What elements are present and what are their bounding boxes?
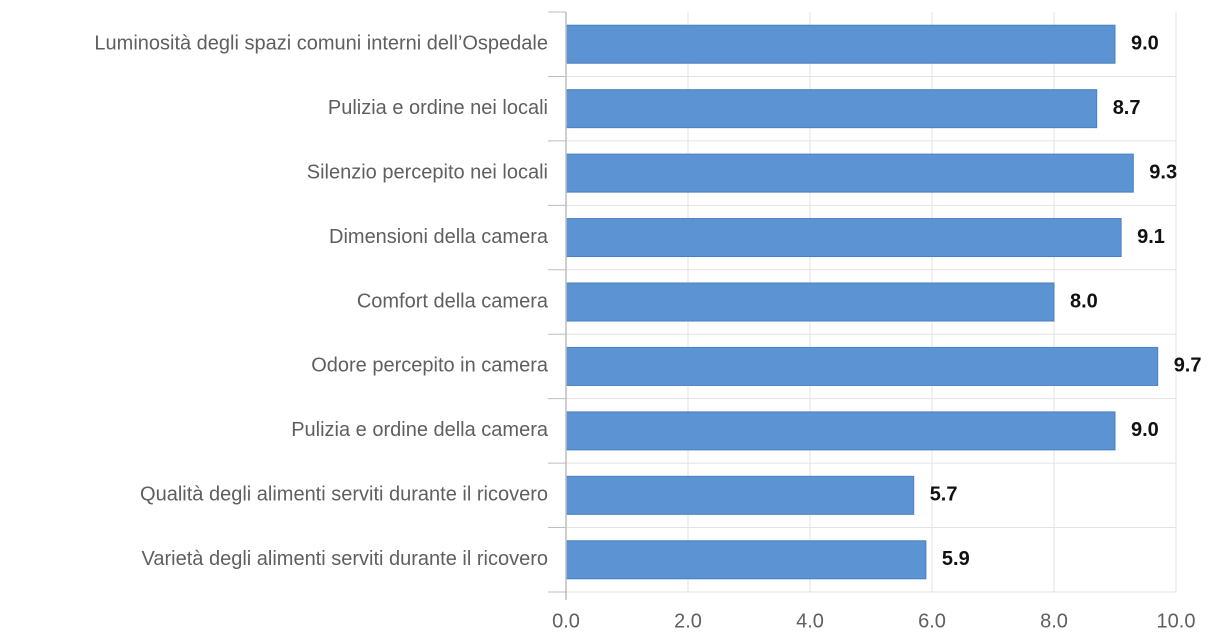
category-label: Pulizia e ordine della camera <box>291 419 549 441</box>
bar <box>565 411 1116 451</box>
bar <box>565 218 1122 258</box>
data-label: 5.9 <box>942 548 970 570</box>
x-tick-label: 0.0 <box>552 610 580 632</box>
x-tick-label: 8.0 <box>1040 610 1068 632</box>
category-label: Varietà degli alimenti serviti durante i… <box>142 548 548 570</box>
x-axis-tick-labels: 0.0 2.0 4.0 6.0 8.0 10.0 <box>552 610 1195 632</box>
bar <box>565 346 1159 386</box>
y-axis <box>548 11 567 600</box>
category-labels: Luminosità degli spazi comuni interni de… <box>94 33 548 571</box>
x-tick-label: 10.0 <box>1157 610 1196 632</box>
bar <box>565 153 1134 193</box>
category-label: Comfort della camera <box>357 290 549 312</box>
category-label: Pulizia e ordine nei locali <box>328 97 548 119</box>
category-label: Odore percepito in camera <box>311 355 549 377</box>
bars <box>565 24 1159 580</box>
bar <box>565 475 915 515</box>
bar <box>565 540 927 580</box>
data-label: 8.0 <box>1070 290 1098 312</box>
x-tick-label: 2.0 <box>674 610 702 632</box>
x-tick-label: 4.0 <box>796 610 824 632</box>
data-label: 9.0 <box>1131 33 1159 55</box>
category-label: Dimensioni della camera <box>329 226 549 248</box>
category-label: Luminosità degli spazi comuni interni de… <box>94 33 548 55</box>
data-label: 8.7 <box>1113 97 1141 119</box>
bar <box>565 89 1098 129</box>
data-label: 9.1 <box>1137 226 1165 248</box>
category-label: Silenzio percepito nei locali <box>307 161 548 183</box>
bar <box>565 282 1055 322</box>
data-label: 9.0 <box>1131 419 1159 441</box>
data-label: 5.7 <box>930 484 958 506</box>
x-tick-label: 6.0 <box>918 610 946 632</box>
data-label: 9.7 <box>1174 355 1202 377</box>
category-label: Qualità degli alimenti serviti durante i… <box>140 484 548 506</box>
data-label: 9.3 <box>1149 161 1177 183</box>
bar <box>565 24 1116 64</box>
gridlines <box>566 12 1177 593</box>
value-labels: 9.0 8.7 9.3 9.1 8.0 9.7 9.0 5.7 5.9 <box>930 33 1202 571</box>
